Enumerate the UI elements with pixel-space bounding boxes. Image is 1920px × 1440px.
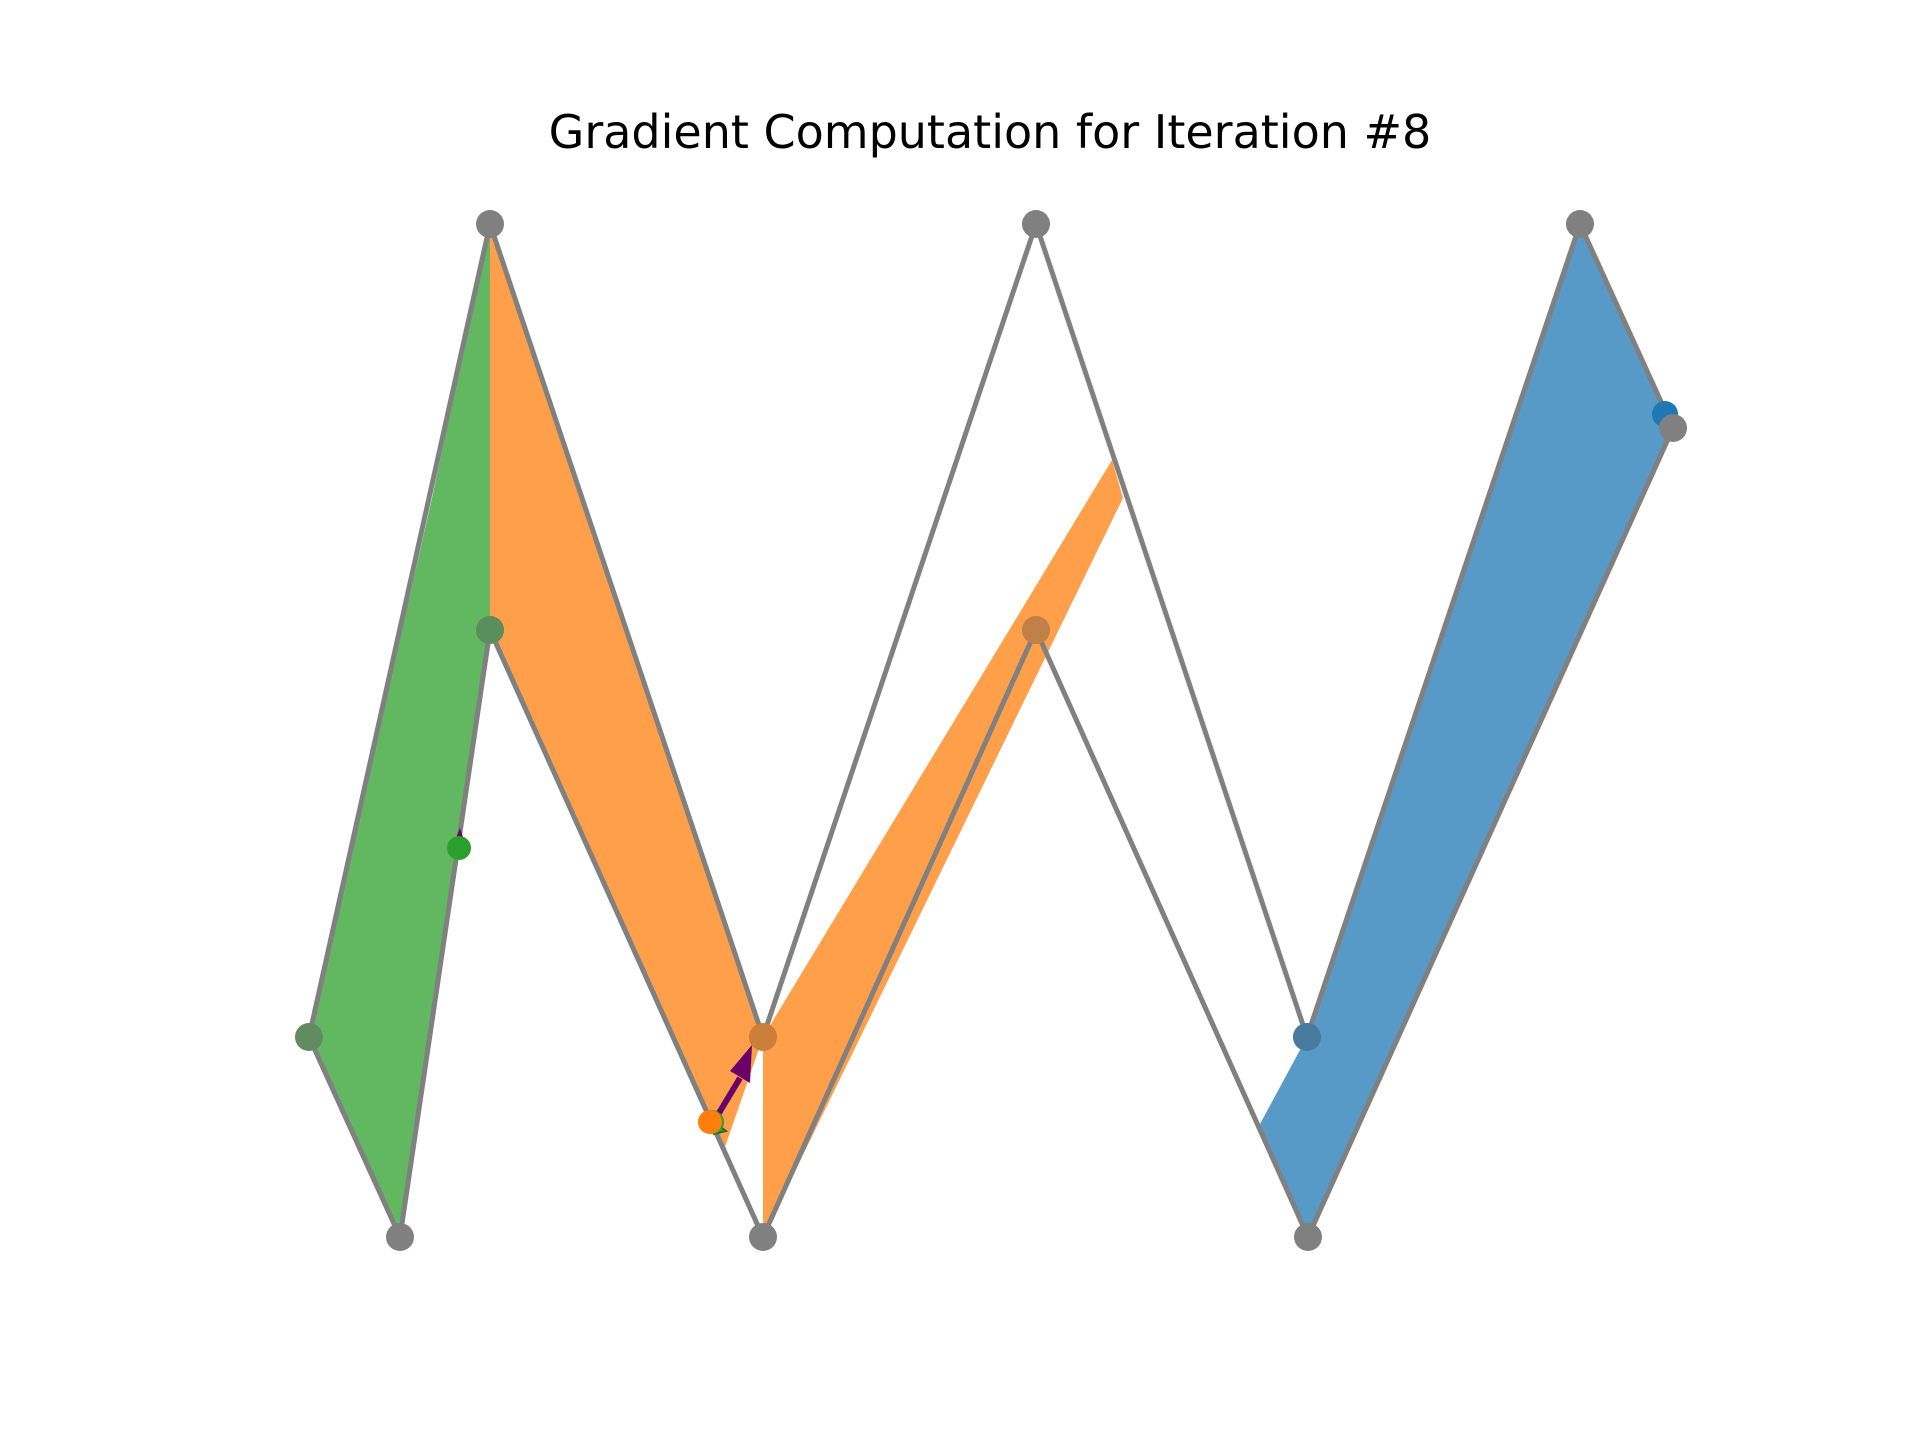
filled-regions: [309, 224, 1673, 1237]
vertex: [749, 1223, 777, 1251]
vertex: [1659, 414, 1687, 442]
green-region: [309, 224, 490, 1237]
arrow-head-center: [730, 1045, 752, 1083]
colored-points: [447, 401, 1678, 1134]
point-green-1: [447, 836, 471, 860]
tint-orange: [1022, 616, 1050, 644]
tint-orange: [749, 1023, 777, 1051]
vertex: [476, 616, 504, 644]
tint-green: [295, 1023, 323, 1051]
vertex: [1022, 210, 1050, 238]
tint-green: [476, 616, 504, 644]
vertex: [295, 1023, 323, 1051]
orange-region-left: [490, 224, 763, 1147]
vertex: [386, 1223, 414, 1251]
tint-blue: [1293, 1023, 1321, 1051]
figure-title: Gradient Computation for Iteration #8: [549, 105, 1432, 159]
vertex: [1294, 1223, 1322, 1251]
vertex: [476, 210, 504, 238]
blue-region: [1260, 224, 1673, 1237]
vertex-tints: [295, 616, 1321, 1051]
vertex: [1566, 210, 1594, 238]
point-orange-1: [698, 1110, 722, 1134]
